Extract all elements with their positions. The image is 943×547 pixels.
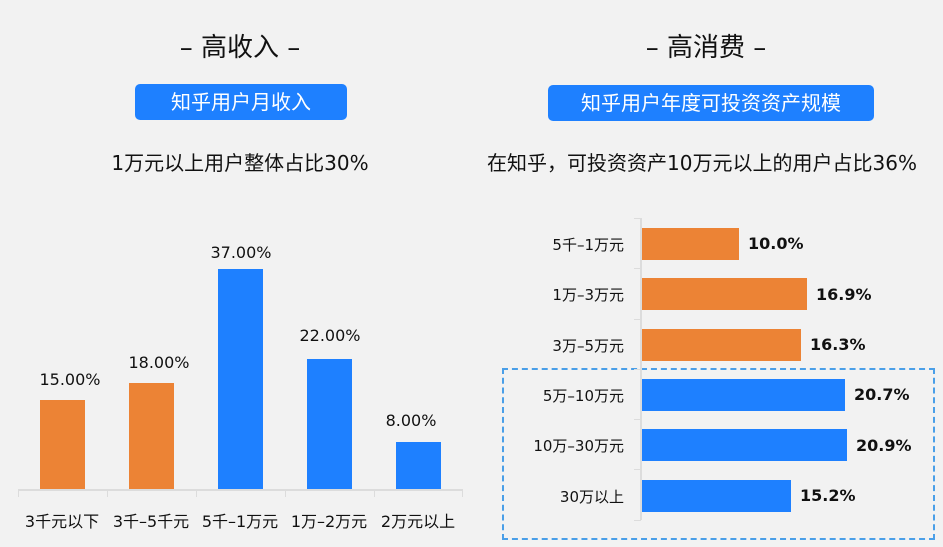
- bar-income-3: [307, 359, 352, 489]
- bar-value-label: 16.3%: [810, 335, 866, 354]
- x-axis-tick: [18, 489, 19, 497]
- bar-value-label: 22.00%: [299, 326, 361, 345]
- bar-value-label: 18.00%: [128, 353, 190, 372]
- bar-income-0: [40, 400, 85, 489]
- x-axis-category-label: 2万元以上: [380, 512, 456, 531]
- bar-value-label: 20.7%: [854, 385, 910, 404]
- bar-assets-3: [642, 379, 845, 411]
- bar-value-label: 15.2%: [800, 486, 856, 505]
- bar-assets-4: [642, 429, 847, 461]
- y-axis-tick: [634, 419, 641, 420]
- x-axis-category-label: 5千–1万元: [201, 512, 279, 531]
- y-axis-category-label: 30万以上: [559, 488, 624, 506]
- bar-assets-2: [642, 329, 801, 361]
- bar-value-label: 20.9%: [856, 436, 912, 455]
- y-axis-tick: [634, 319, 641, 320]
- x-axis-line: [18, 489, 463, 491]
- y-axis-tick: [634, 218, 641, 219]
- bar-assets-1: [642, 278, 807, 310]
- right-chart-pill-title: 知乎用户年度可投资资产规模: [548, 85, 874, 121]
- x-axis-category-label: 3千元以下: [24, 512, 100, 531]
- bar-value-label: 10.0%: [748, 234, 804, 253]
- x-axis-tick: [196, 489, 197, 497]
- x-axis-category-label: 3千–5千元: [112, 512, 190, 531]
- y-axis-category-label: 1万–3万元: [552, 286, 624, 304]
- y-axis-tick: [634, 369, 641, 370]
- bar-value-label: 16.9%: [816, 285, 872, 304]
- bar-income-2: [218, 269, 263, 489]
- bar-value-label: 8.00%: [385, 411, 437, 430]
- highlight-dashed-box: [502, 368, 935, 540]
- y-axis-tick: [634, 520, 641, 521]
- x-axis-tick: [107, 489, 108, 497]
- right-section-title: – 高消费 –: [645, 33, 767, 63]
- y-axis-category-label: 5千–1万元: [552, 236, 624, 254]
- bar-value-label: 15.00%: [39, 370, 101, 389]
- bar-value-label: 37.00%: [210, 243, 272, 262]
- x-axis-category-label: 1万–2万元: [290, 512, 368, 531]
- left-section-title: – 高收入 –: [179, 33, 301, 63]
- y-axis-tick: [634, 268, 641, 269]
- right-chart-subtitle: 在知乎，可投资资产10万元以上的用户占比36%: [487, 151, 917, 175]
- left-chart-subtitle: 1万元以上用户整体占比30%: [111, 151, 369, 175]
- bar-income-4: [396, 442, 441, 489]
- y-axis-category-label: 3万–5万元: [552, 337, 624, 355]
- x-axis-tick: [462, 489, 463, 497]
- y-axis-category-label: 10万–30万元: [533, 437, 624, 455]
- y-axis-category-label: 5万–10万元: [542, 387, 624, 405]
- bar-assets-0: [642, 228, 739, 260]
- left-chart-pill-title: 知乎用户月收入: [135, 84, 347, 120]
- x-axis-tick: [285, 489, 286, 497]
- y-axis-line: [640, 218, 642, 520]
- x-axis-tick: [374, 489, 375, 497]
- bar-assets-5: [642, 480, 791, 512]
- y-axis-tick: [634, 469, 641, 470]
- bar-income-1: [129, 383, 174, 489]
